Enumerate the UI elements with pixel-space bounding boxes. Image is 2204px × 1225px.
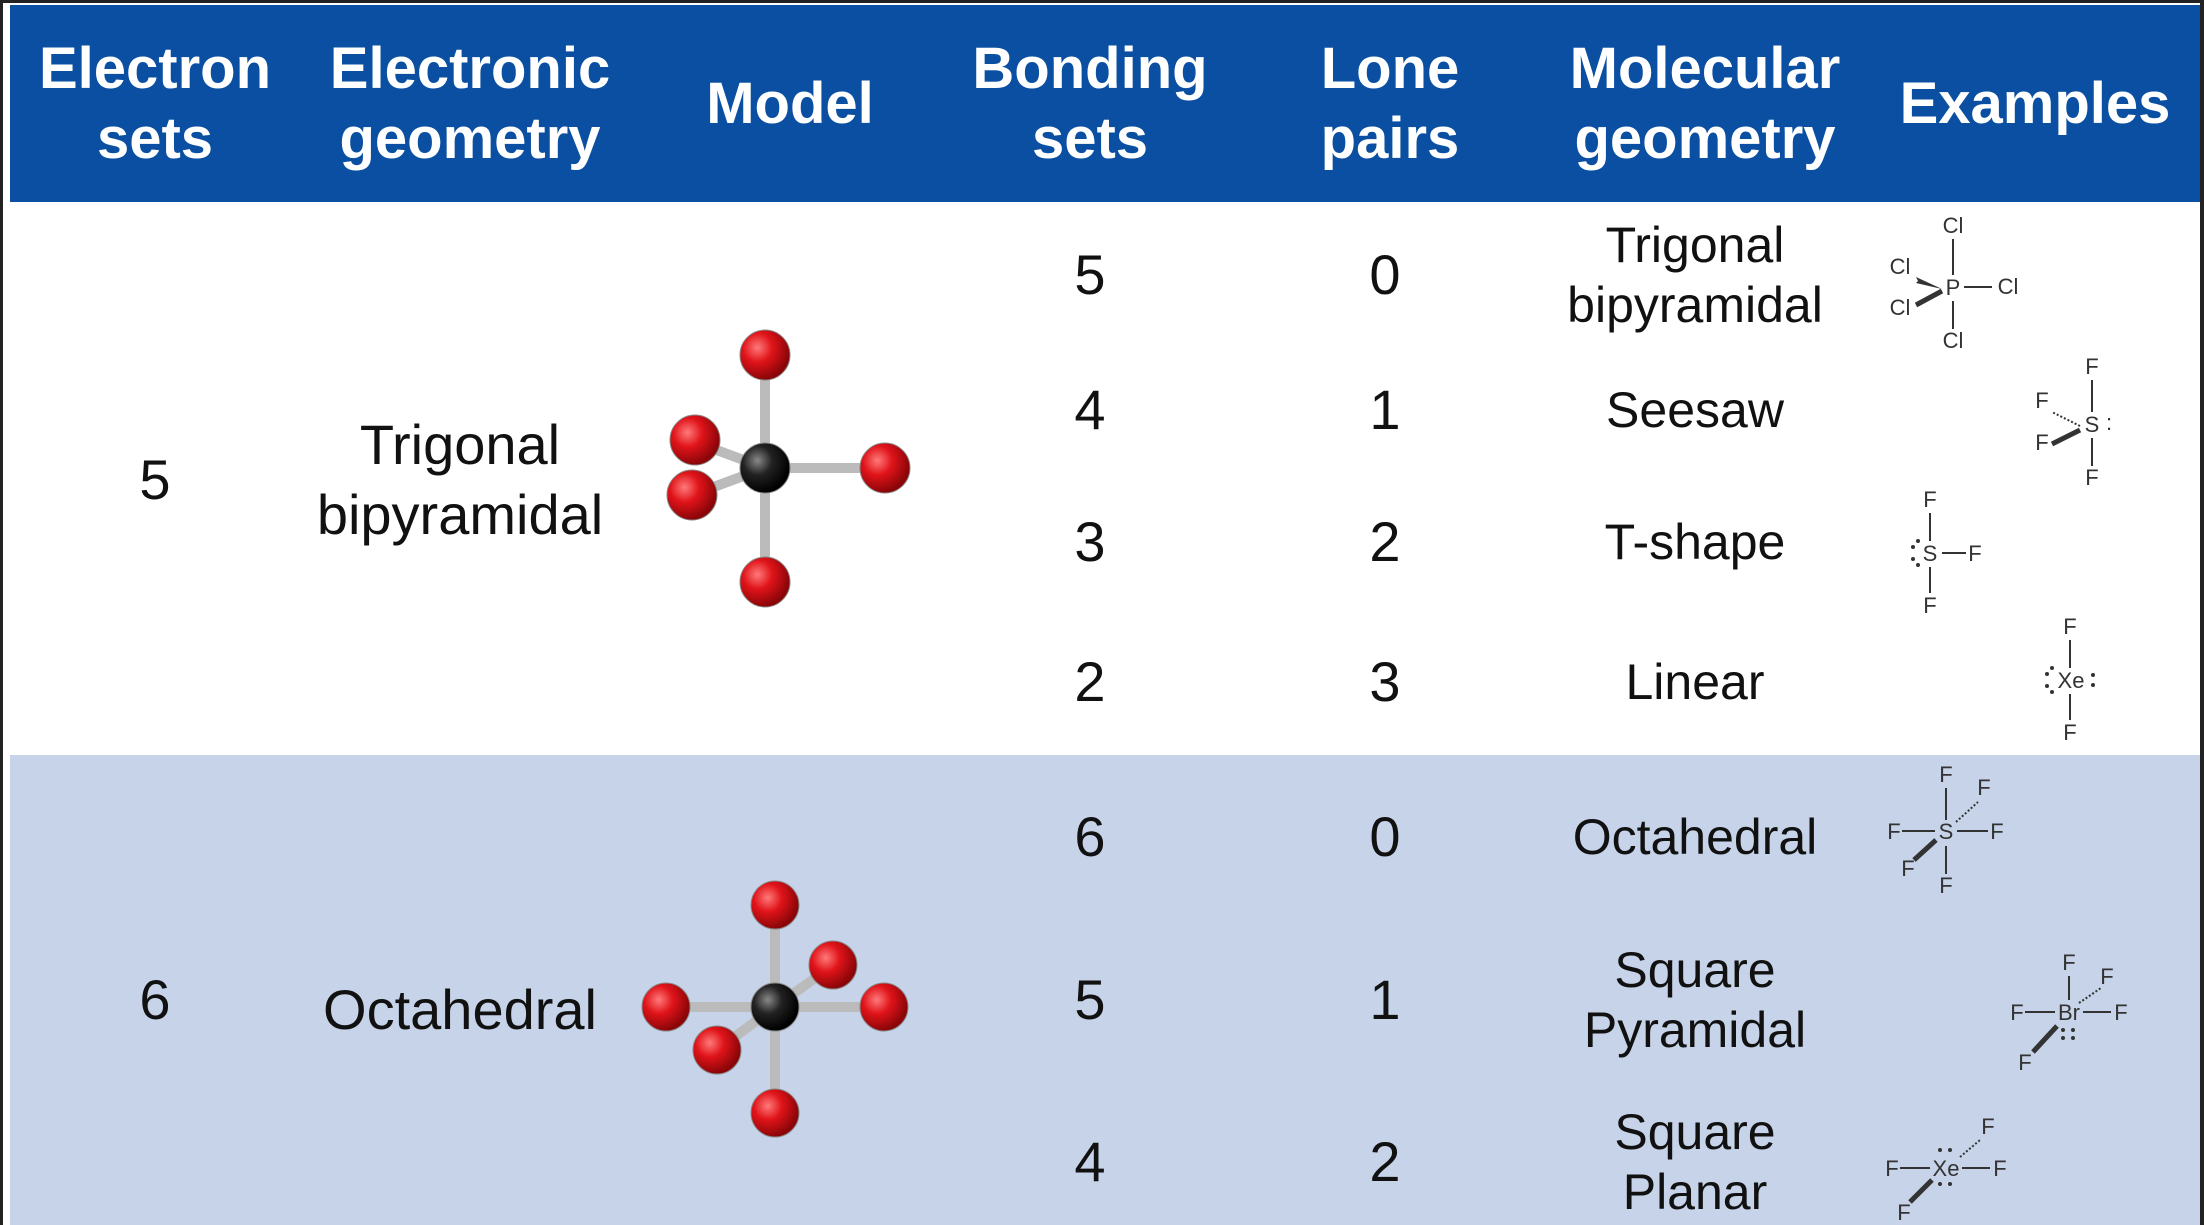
svg-text:F: F xyxy=(1939,873,1952,898)
bonding-sets-cell: 3 xyxy=(1074,510,1106,573)
svg-text:F: F xyxy=(2035,388,2048,413)
molecular-geometry-cell: Trigonal bipyramidal xyxy=(1567,217,1823,333)
svg-text:F: F xyxy=(1993,1156,2006,1181)
lone-pairs-cell: 0 xyxy=(1369,805,1401,868)
molecular-geometry-cell: Linear xyxy=(1625,654,1765,710)
lone-pairs-cell: 2 xyxy=(1369,510,1401,573)
svg-text:F: F xyxy=(1939,762,1952,787)
svg-text:Cl: Cl xyxy=(1890,254,1911,279)
svg-text:F: F xyxy=(2010,1000,2023,1025)
bonding-sets-cell: 5 xyxy=(1074,968,1106,1031)
svg-text:Cl: Cl xyxy=(1943,328,1964,353)
svg-text:F: F xyxy=(2063,720,2076,745)
bonding-sets-cell: 5 xyxy=(1074,243,1106,306)
svg-text:F: F xyxy=(1977,775,1990,800)
header-bonding-sets: Bonding sets xyxy=(972,35,1208,171)
svg-text:F: F xyxy=(1968,541,1981,566)
molecular-geometry-cell: Octahedral xyxy=(1572,809,1818,865)
svg-text:Cl: Cl xyxy=(1890,295,1911,320)
molecular-geometry-cell: T-shape xyxy=(1604,514,1786,570)
table-header: Electron sets Electronic geometry Model … xyxy=(10,5,2200,202)
trigonal-bipyramidal-model xyxy=(666,329,911,608)
svg-text:F: F xyxy=(1885,1156,1898,1181)
svg-text:F: F xyxy=(2018,1050,2031,1075)
svg-text:F: F xyxy=(1981,1114,1994,1139)
header-examples: Examples xyxy=(1899,70,2171,136)
svg-text:F: F xyxy=(1901,856,1914,881)
pcl5-structure: Cl Cl Cl Cl Cl P xyxy=(1890,215,2019,353)
electronic-geometry-octahedral: Octahedral xyxy=(323,978,597,1041)
lone-pairs-cell: 3 xyxy=(1369,650,1401,713)
svg-text:F: F xyxy=(2085,465,2098,490)
svg-text:P: P xyxy=(1946,275,1961,300)
sf6-structure: F F S F F F F xyxy=(1887,762,2003,898)
svg-text:S: S xyxy=(2085,412,2100,437)
xef2-structure: F F Xe xyxy=(2045,614,2095,745)
lone-pairs-cell: 1 xyxy=(1369,378,1401,441)
header-lone-pairs: Lone pairs xyxy=(1320,35,1460,171)
right-border xyxy=(2200,0,2204,1225)
lone-pairs-cell: 0 xyxy=(1369,243,1401,306)
lone-pairs-cell: 2 xyxy=(1369,1130,1401,1193)
header-model: Model xyxy=(706,70,874,136)
bonding-sets-cell: 4 xyxy=(1074,1130,1106,1193)
xef4-structure: Xe F F F F xyxy=(1885,1114,2006,1225)
header-electron-sets: Electron sets xyxy=(38,35,272,171)
molecular-geometry-cell: Square Pyramidal xyxy=(1583,942,1807,1058)
svg-text:Cl: Cl xyxy=(1943,215,1964,238)
molecular-geometry-cell: Seesaw xyxy=(1606,382,1784,438)
svg-text::: : xyxy=(2106,410,2112,435)
svg-text:F: F xyxy=(2100,964,2113,989)
svg-text:Xe: Xe xyxy=(2058,668,2085,693)
svg-text:F: F xyxy=(2035,430,2048,455)
header-electronic-geometry: Electronic geometry xyxy=(329,35,611,171)
electronic-geometry-trigonal-bipyramidal: Trigonal bipyramidal xyxy=(316,413,604,546)
sf3-structure: F F S F xyxy=(1911,487,1982,618)
left-border xyxy=(0,0,3,1225)
svg-text:Br: Br xyxy=(2058,1000,2080,1025)
bonding-sets-cell: 4 xyxy=(1074,378,1106,441)
bonding-sets-cell: 2 xyxy=(1074,650,1106,713)
svg-text:S: S xyxy=(1923,541,1938,566)
header-molecular-geometry: Molecular geometry xyxy=(1569,35,1841,171)
svg-text:F: F xyxy=(2085,354,2098,379)
svg-text:Cl: Cl xyxy=(1998,274,2019,299)
svg-text:F: F xyxy=(2062,950,2075,975)
electron-sets-6: 6 xyxy=(139,968,171,1031)
svg-text:Xe: Xe xyxy=(1933,1156,1960,1181)
svg-text:F: F xyxy=(1923,593,1936,618)
molecular-geometry-cell: Square Planar xyxy=(1614,1104,1776,1220)
electron-sets-5: 5 xyxy=(139,448,171,511)
top-border xyxy=(0,0,2204,3)
svg-text:F: F xyxy=(1990,819,2003,844)
svg-text:F: F xyxy=(2114,1000,2127,1025)
svg-text:F: F xyxy=(1897,1200,1910,1225)
octahedral-row-band xyxy=(10,755,2200,1225)
svg-text:F: F xyxy=(1887,819,1900,844)
svg-text:F: F xyxy=(2063,614,2076,639)
octahedral-model xyxy=(641,880,909,1138)
brf5-structure: F Br F F F F xyxy=(2010,950,2127,1075)
svg-text:F: F xyxy=(1923,487,1936,512)
sf4-structure: F F F F S : xyxy=(2035,354,2112,490)
lone-pairs-cell: 1 xyxy=(1369,968,1401,1031)
svg-text:S: S xyxy=(1939,819,1954,844)
bonding-sets-cell: 6 xyxy=(1074,805,1106,868)
